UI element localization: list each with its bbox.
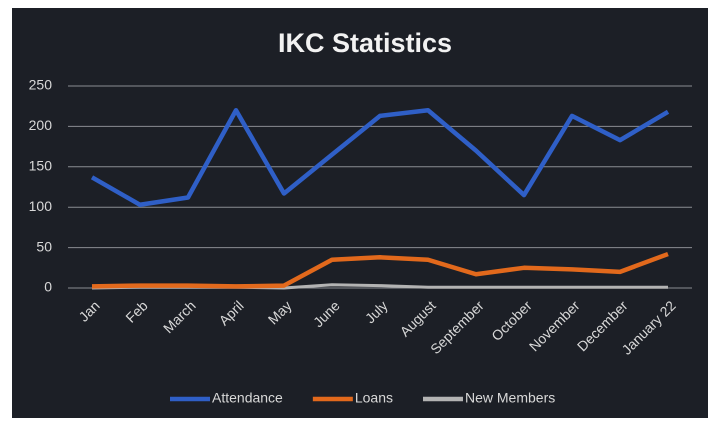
series-line	[90, 107, 670, 208]
y-tick-label: 0	[44, 279, 52, 295]
y-tick-label: 150	[29, 158, 53, 174]
legend-label: New Members	[465, 390, 555, 406]
y-tick-label: 100	[29, 198, 53, 214]
legend-label: Loans	[355, 390, 393, 406]
chart-title: IKC Statistics	[278, 28, 452, 58]
y-tick-label: 250	[29, 77, 53, 93]
series-line	[91, 251, 669, 289]
y-tick-label: 200	[29, 117, 53, 133]
chart-background	[12, 8, 708, 418]
legend-label: Attendance	[212, 390, 283, 406]
y-tick-label: 50	[36, 238, 52, 254]
